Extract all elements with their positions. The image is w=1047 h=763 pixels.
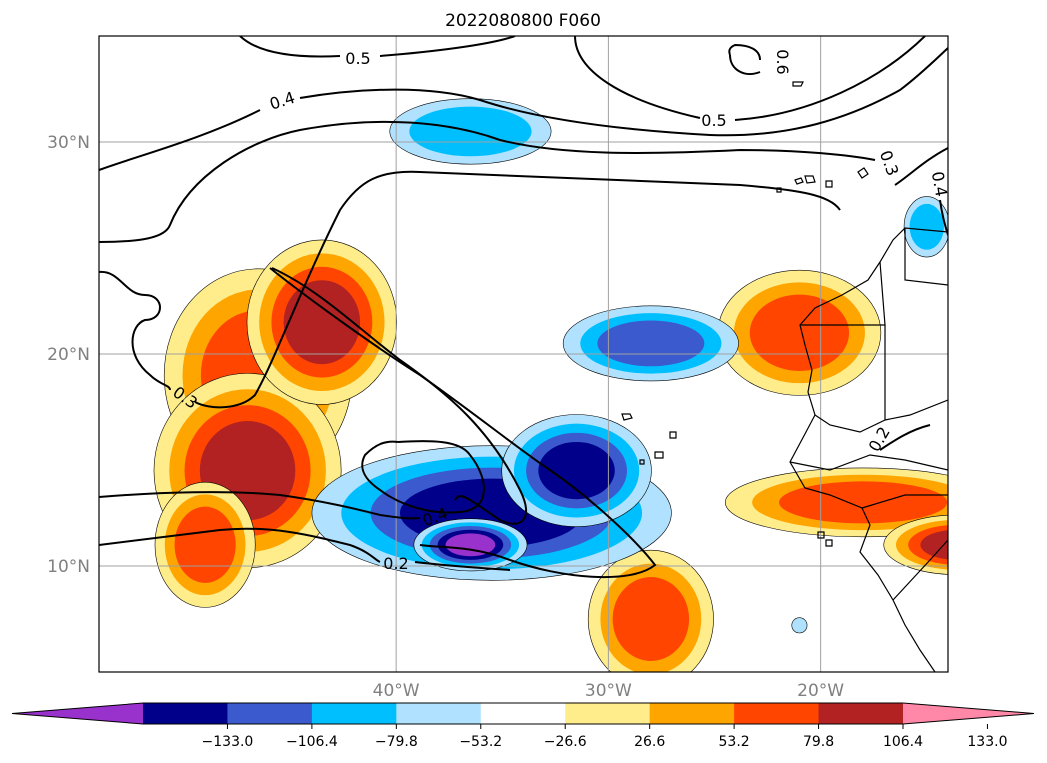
contour-line	[574, 36, 926, 121]
contour-line	[361, 440, 485, 514]
contour-label: 0.6	[773, 49, 792, 74]
contour-label: 0.5	[345, 49, 370, 68]
border-morocco	[904, 228, 948, 286]
anomaly-shade	[920, 530, 948, 560]
island-capeverde-4	[669, 431, 677, 439]
border-coast-2	[892, 539, 948, 601]
colorbar-bin	[480, 703, 566, 724]
island-canary-3	[804, 175, 816, 184]
island-capeverde-2	[654, 451, 664, 459]
anomaly-shading	[153, 98, 948, 672]
island-bissagos	[817, 531, 833, 547]
contour-line	[728, 43, 761, 75]
lat-tick-label: 10°N	[47, 557, 90, 577]
colorbar-tick-label: 26.6	[634, 734, 665, 750]
contour-label: 0.2	[383, 554, 408, 573]
contour-label: 0.5	[701, 111, 726, 130]
colorbar-tick-label: 53.2	[719, 734, 750, 750]
africa-coastline	[789, 227, 948, 672]
border-westafrica	[789, 454, 948, 471]
colorbar-tick-label: −26.6	[544, 734, 587, 750]
contour-line	[99, 527, 511, 571]
colorbar-bin	[311, 703, 397, 724]
colorbar-bin	[565, 703, 651, 724]
lon-tick-label: 20°W	[797, 681, 844, 701]
colorbar-tick-label: 106.4	[883, 734, 923, 750]
contour-line	[99, 120, 876, 243]
lat-tick-label: 20°N	[47, 345, 90, 365]
colorbar-bin	[818, 703, 904, 724]
contour-line	[271, 267, 527, 525]
anomaly-shade	[749, 294, 850, 371]
colorbar-bin	[12, 703, 143, 724]
colorbar-bin	[734, 703, 820, 724]
anomaly-shade	[597, 320, 705, 367]
contour-labels: 0.5 0.4 0.6 0.5 0.3 0.4 0.3 0.4 0.2 0.2	[169, 49, 951, 573]
border-gulf	[861, 494, 948, 509]
contour-line	[99, 47, 948, 171]
colorbar-bin	[143, 703, 228, 724]
colorbar-outline	[11, 702, 1035, 725]
colorbar-tick-label: 79.8	[803, 734, 834, 750]
contour-line	[239, 36, 516, 58]
axis-tick-labels: 40°W 30°W 20°W 30°N 20°N 10°N	[47, 133, 844, 701]
anomaly-shade	[791, 617, 808, 634]
island-madeira	[792, 81, 804, 87]
colorbar-bin	[903, 703, 1034, 724]
colorbar-tick-label: −53.2	[459, 734, 502, 750]
lat-tick-label: 30°N	[47, 133, 90, 153]
contour-line	[99, 491, 421, 520]
colorbar: −133.0 −106.4 −79.8 −53.2 −26.6 26.6 53.2 79.8 1…	[11, 702, 1035, 750]
coastlines	[621, 81, 948, 672]
island-canary-4	[825, 180, 833, 188]
gridlines	[99, 36, 948, 672]
contour-line	[894, 147, 948, 186]
lon-tick-label: 30°W	[585, 681, 632, 701]
border-mali	[884, 399, 948, 421]
colorbar-tick-label: −79.8	[375, 734, 418, 750]
anomaly-shade	[538, 441, 615, 500]
colorbar-tick-label: −106.4	[286, 734, 338, 750]
colorbar-bin	[227, 703, 313, 724]
colorbar-bin	[396, 703, 482, 724]
anomaly-shade	[909, 203, 944, 250]
anomaly-shade	[174, 506, 236, 583]
anomaly-shade	[445, 533, 496, 557]
colorbar-bin	[649, 703, 735, 724]
contour-label: 0.4	[928, 170, 951, 198]
border-mauritania	[814, 325, 886, 433]
colorbar-tick-label: −133.0	[202, 734, 254, 750]
island-capeverde-3	[639, 459, 645, 465]
lon-tick-label: 40°W	[373, 681, 420, 701]
contour-line	[269, 267, 657, 579]
island-canary-2	[794, 177, 804, 185]
contour-line	[99, 170, 841, 409]
contour-lines	[99, 36, 948, 579]
colorbar-tick-label: 133.0	[967, 734, 1007, 750]
map-frame	[98, 35, 949, 673]
anomaly-shade	[283, 280, 361, 365]
contour-line	[939, 199, 948, 236]
contour-line	[879, 424, 931, 451]
anomaly-shade	[612, 577, 690, 661]
chart-title: 2022080800 F060	[445, 11, 601, 31]
island-canary-5	[857, 167, 869, 179]
island-capeverde-1	[621, 413, 633, 421]
